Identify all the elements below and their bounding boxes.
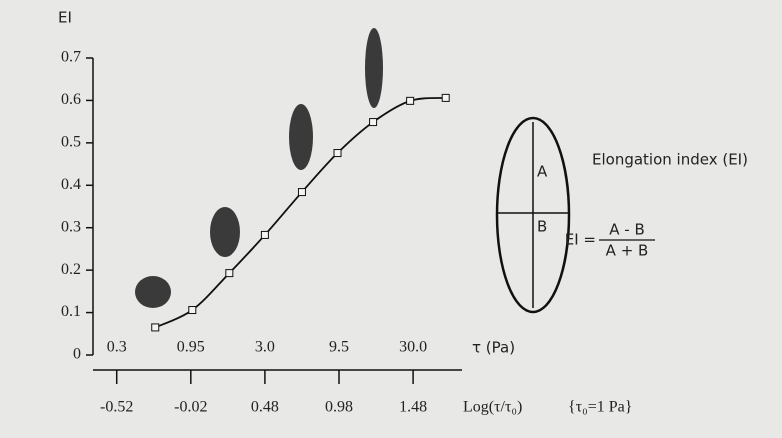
y-tick-label: 0.6 xyxy=(61,91,81,108)
x2-tick-label: 0.98 xyxy=(325,399,353,416)
cell xyxy=(210,207,240,257)
y-tick-label: 0.1 xyxy=(61,303,81,320)
x2-axis-label: Log(τ/τ₀) xyxy=(463,399,522,416)
x-tick-label: 0.3 xyxy=(107,339,127,356)
cell xyxy=(289,104,313,170)
x2-note: {τ₀=1 Pa} xyxy=(568,399,632,416)
cell xyxy=(365,28,383,108)
y-axis-label: EI xyxy=(58,9,72,27)
x-axis-label: τ (Pa) xyxy=(472,339,515,357)
point xyxy=(406,96,415,105)
x2-tick-label: 0.48 xyxy=(251,399,279,416)
point xyxy=(188,306,197,315)
point xyxy=(297,188,306,197)
y-tick-label: 0.7 xyxy=(61,49,81,66)
x-tick-label: 0.95 xyxy=(177,339,205,356)
point xyxy=(333,149,342,158)
y-tick-label: 0.3 xyxy=(61,218,81,235)
y-tick-label: 0 xyxy=(73,346,81,363)
y-tick-label: 0.4 xyxy=(61,176,81,193)
point xyxy=(225,269,234,278)
point xyxy=(260,230,269,239)
x2-tick-label: -0.02 xyxy=(174,399,207,416)
x-tick-label: 30.0 xyxy=(399,339,427,356)
formula-denominator: A + B xyxy=(606,242,649,260)
axis-b-label: B xyxy=(537,218,547,236)
y-tick-label: 0.2 xyxy=(61,261,81,278)
x2-tick-label: -0.52 xyxy=(100,399,133,416)
x2-tick-label: 1.48 xyxy=(399,399,427,416)
x-tick-label: 9.5 xyxy=(329,339,349,356)
diagram xyxy=(495,116,655,314)
cell-shapes xyxy=(135,28,383,308)
x-tick-label: 3.0 xyxy=(255,339,275,356)
point xyxy=(151,323,160,332)
formula-left: EI = xyxy=(565,231,596,249)
cell xyxy=(135,276,171,308)
diagram-ellipse xyxy=(495,116,571,314)
axis-a-label: A xyxy=(537,163,548,181)
point xyxy=(441,93,450,102)
y-tick-label: 0.5 xyxy=(61,134,81,151)
formula-numerator: A - B xyxy=(609,221,645,239)
point xyxy=(369,118,378,127)
diagram-title: Elongation index (EI) xyxy=(592,151,748,169)
